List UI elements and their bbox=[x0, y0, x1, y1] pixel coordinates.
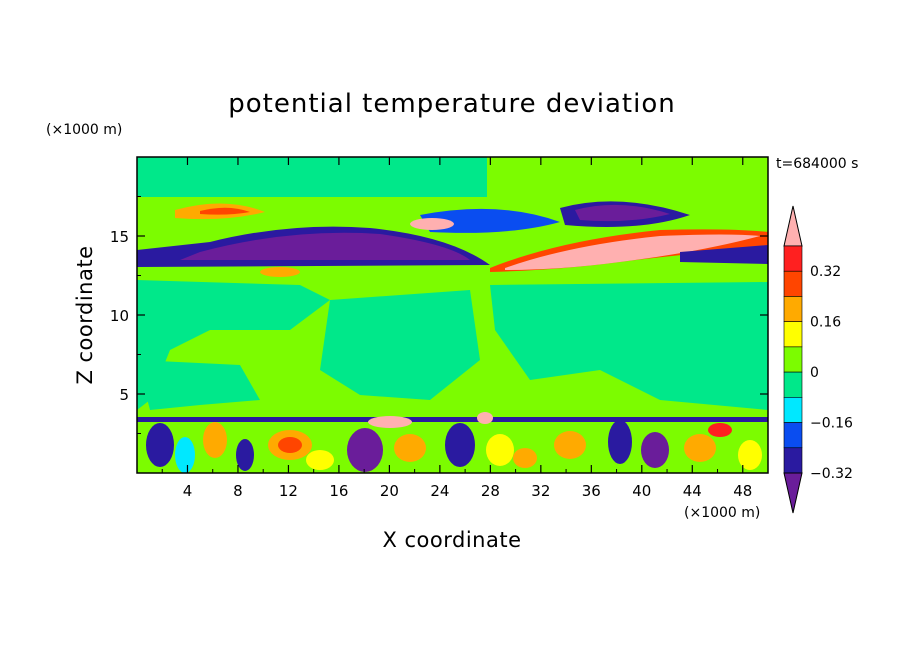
upper-cold-band bbox=[420, 208, 560, 233]
x-tick-label: 28 bbox=[481, 482, 500, 500]
x-axis-label: X coordinate bbox=[382, 528, 521, 552]
y-tick-label: 15 bbox=[110, 228, 129, 246]
y-tick-label: 10 bbox=[110, 307, 129, 325]
boundary-inversion bbox=[137, 417, 768, 422]
field-patch bbox=[137, 360, 260, 410]
y-tick-label: 5 bbox=[119, 386, 129, 404]
boundary-eddies bbox=[146, 412, 762, 473]
colorbar-label: −0.16 bbox=[810, 416, 853, 432]
colorbar-swatch bbox=[783, 321, 803, 348]
x-tick-label: 16 bbox=[329, 482, 348, 500]
x-tick-label: 24 bbox=[430, 482, 449, 500]
chart-title: potential temperature deviation bbox=[228, 89, 675, 119]
y-axis-unit: (×1000 m) bbox=[46, 122, 122, 138]
x-axis-unit: (×1000 m) bbox=[684, 505, 760, 521]
colorbar-label: 0.32 bbox=[810, 264, 841, 280]
cold-layer-core bbox=[180, 232, 470, 260]
x-tick-label: 40 bbox=[632, 482, 651, 500]
colorbar-swatch bbox=[783, 422, 803, 449]
field-upper-band bbox=[137, 157, 487, 197]
x-tick-label: 32 bbox=[531, 482, 550, 500]
upper-warm-cell bbox=[410, 218, 454, 230]
colorbar-label: −0.32 bbox=[810, 466, 853, 482]
upper-cold-center bbox=[575, 204, 670, 222]
field-patch bbox=[137, 280, 330, 410]
colorbar-swatch bbox=[783, 245, 803, 272]
x-tick-label: 48 bbox=[733, 482, 752, 500]
colorbar-min-arrow bbox=[783, 472, 803, 514]
mid-warm-cell bbox=[260, 267, 300, 277]
x-tick-label: 4 bbox=[183, 482, 193, 500]
x-axis-ticks: 4 8 12 16 20 24 28 32 36 40 44 48 bbox=[161, 157, 752, 500]
colorbar-swatch bbox=[783, 296, 803, 322]
x-tick-label: 8 bbox=[233, 482, 243, 500]
colorbar-swatch bbox=[783, 270, 803, 297]
colorbar-label: 0 bbox=[810, 365, 819, 381]
x-tick-label: 12 bbox=[279, 482, 298, 500]
x-tick-label: 36 bbox=[582, 482, 601, 500]
field-patch bbox=[320, 290, 480, 400]
y-axis-ticks: 5 10 15 bbox=[110, 196, 768, 434]
x-tick-label: 44 bbox=[683, 482, 702, 500]
contour-field bbox=[137, 157, 768, 473]
cold-layer-east bbox=[680, 245, 768, 264]
colorbar-max-arrow bbox=[783, 205, 803, 247]
field-patch bbox=[490, 282, 768, 410]
warm-layer-core bbox=[505, 234, 760, 270]
colorbar-swatch bbox=[783, 397, 803, 423]
time-label: t=684000 s bbox=[776, 156, 858, 172]
colorbar: 0.32 0.16 0 −0.16 −0.32 bbox=[783, 205, 853, 514]
x-tick-label: 20 bbox=[380, 482, 399, 500]
colorbar-swatch bbox=[783, 346, 803, 373]
y-axis-label: Z coordinate bbox=[73, 245, 97, 384]
colorbar-label: 0.16 bbox=[810, 315, 841, 331]
colorbar-swatch bbox=[783, 371, 803, 398]
colorbar-swatch bbox=[783, 447, 803, 474]
upper-warm-core bbox=[200, 207, 250, 215]
